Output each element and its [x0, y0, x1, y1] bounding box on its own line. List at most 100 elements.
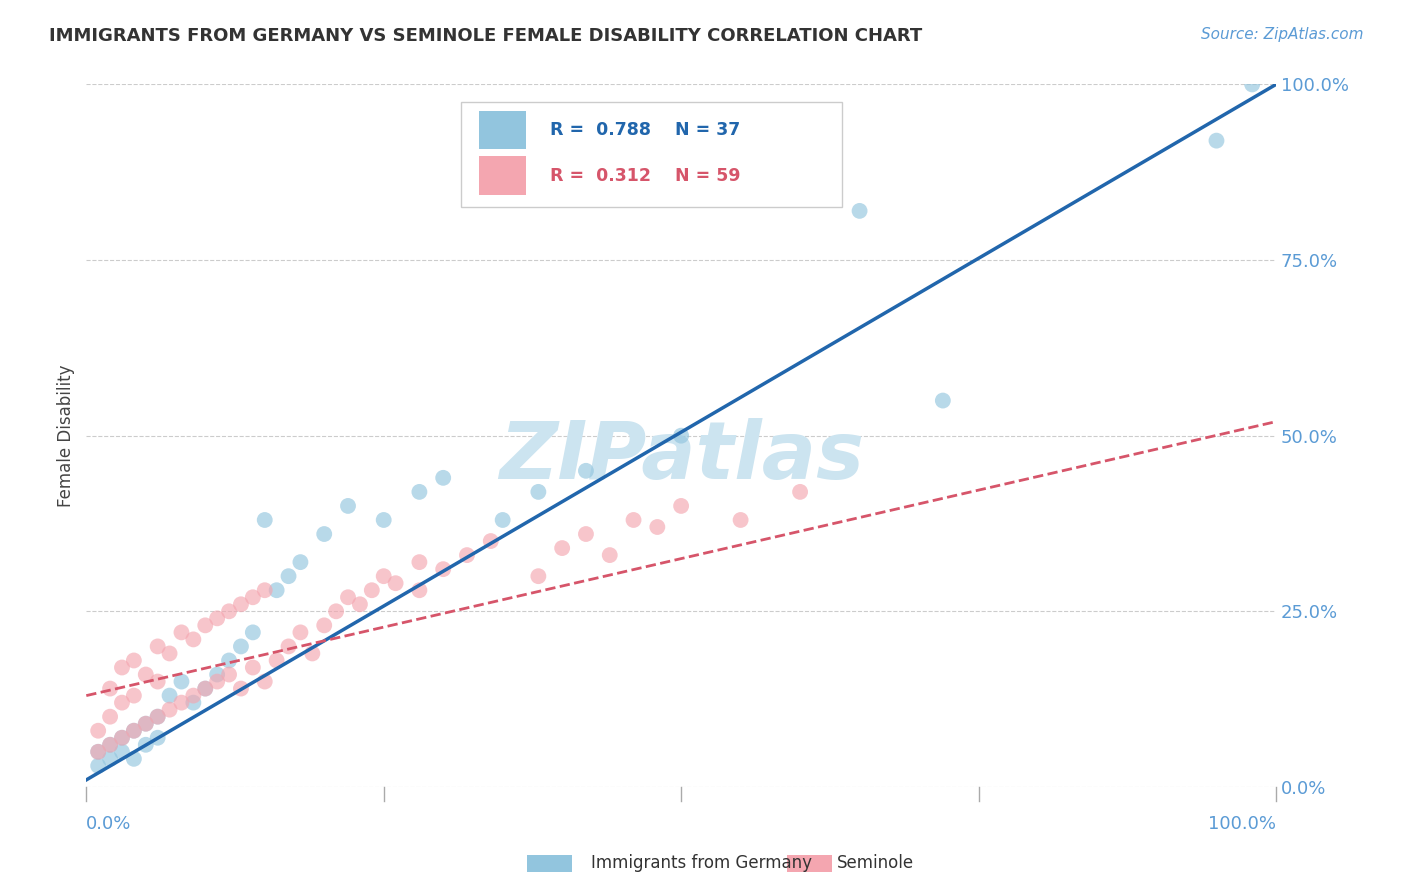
Point	[135, 716, 157, 731]
Point	[242, 660, 264, 674]
Point	[146, 731, 169, 745]
Point	[789, 484, 811, 499]
Point	[135, 738, 157, 752]
Text: Seminole: Seminole	[837, 855, 914, 872]
Point	[669, 499, 692, 513]
Point	[194, 618, 217, 632]
Point	[384, 576, 406, 591]
Point	[205, 611, 228, 625]
Point	[432, 562, 454, 576]
Point	[242, 591, 264, 605]
Point	[242, 625, 264, 640]
Point	[314, 527, 336, 541]
Point	[373, 513, 395, 527]
Point	[290, 555, 312, 569]
Text: 0.0%: 0.0%	[86, 815, 132, 833]
Point	[253, 674, 276, 689]
Point	[87, 723, 110, 738]
Text: IMMIGRANTS FROM GERMANY VS SEMINOLE FEMALE DISABILITY CORRELATION CHART: IMMIGRANTS FROM GERMANY VS SEMINOLE FEMA…	[49, 27, 922, 45]
Point	[479, 534, 502, 549]
Point	[98, 738, 121, 752]
Point	[170, 625, 193, 640]
Point	[146, 709, 169, 723]
Point	[408, 484, 430, 499]
Point	[218, 667, 240, 681]
Point	[575, 527, 598, 541]
Point	[111, 660, 134, 674]
Point	[218, 604, 240, 618]
Point	[122, 752, 145, 766]
Point	[408, 583, 430, 598]
Text: 100.0%: 100.0%	[1208, 815, 1277, 833]
Point	[623, 513, 645, 527]
Point	[194, 681, 217, 696]
Text: ZIPatlas: ZIPatlas	[499, 417, 863, 496]
Text: R =  0.788    N = 37: R = 0.788 N = 37	[550, 121, 741, 139]
Point	[647, 520, 669, 534]
Point	[135, 667, 157, 681]
Bar	[479, 111, 526, 150]
Point	[205, 667, 228, 681]
Point	[122, 723, 145, 738]
Point	[848, 203, 870, 218]
Text: Source: ZipAtlas.com: Source: ZipAtlas.com	[1201, 27, 1364, 42]
Point	[98, 752, 121, 766]
Point	[194, 681, 217, 696]
Point	[277, 640, 299, 654]
Point	[183, 696, 205, 710]
Point	[932, 393, 955, 408]
Bar	[479, 156, 526, 195]
Point	[159, 647, 181, 661]
Point	[290, 625, 312, 640]
Point	[111, 696, 134, 710]
Point	[87, 759, 110, 773]
Point	[111, 731, 134, 745]
Point	[122, 689, 145, 703]
Point	[325, 604, 347, 618]
Point	[360, 583, 382, 598]
Point	[111, 745, 134, 759]
Point	[314, 618, 336, 632]
Point	[229, 681, 252, 696]
Point	[229, 597, 252, 611]
Text: Immigrants from Germany: Immigrants from Germany	[591, 855, 811, 872]
Point	[159, 689, 181, 703]
Point	[301, 647, 323, 661]
Point	[183, 689, 205, 703]
Point	[122, 653, 145, 667]
Point	[337, 499, 360, 513]
Point	[373, 569, 395, 583]
Point	[205, 674, 228, 689]
Point	[87, 745, 110, 759]
Point	[527, 569, 550, 583]
Point	[277, 569, 299, 583]
Point	[266, 583, 288, 598]
Point	[1241, 78, 1264, 92]
Text: R =  0.312    N = 59: R = 0.312 N = 59	[550, 167, 741, 185]
Point	[146, 709, 169, 723]
Point	[218, 653, 240, 667]
Point	[87, 745, 110, 759]
Point	[146, 674, 169, 689]
Point	[432, 471, 454, 485]
Point	[492, 513, 515, 527]
Point	[111, 731, 134, 745]
Point	[575, 464, 598, 478]
Point	[98, 681, 121, 696]
Point	[146, 640, 169, 654]
Point	[98, 709, 121, 723]
Point	[1205, 134, 1227, 148]
Point	[170, 696, 193, 710]
Point	[253, 513, 276, 527]
Point	[253, 583, 276, 598]
Point	[266, 653, 288, 667]
Point	[349, 597, 371, 611]
Point	[135, 716, 157, 731]
Point	[229, 640, 252, 654]
Point	[122, 723, 145, 738]
Point	[527, 484, 550, 499]
Point	[98, 738, 121, 752]
Y-axis label: Female Disability: Female Disability	[58, 365, 75, 507]
Point	[337, 591, 360, 605]
Point	[669, 428, 692, 442]
